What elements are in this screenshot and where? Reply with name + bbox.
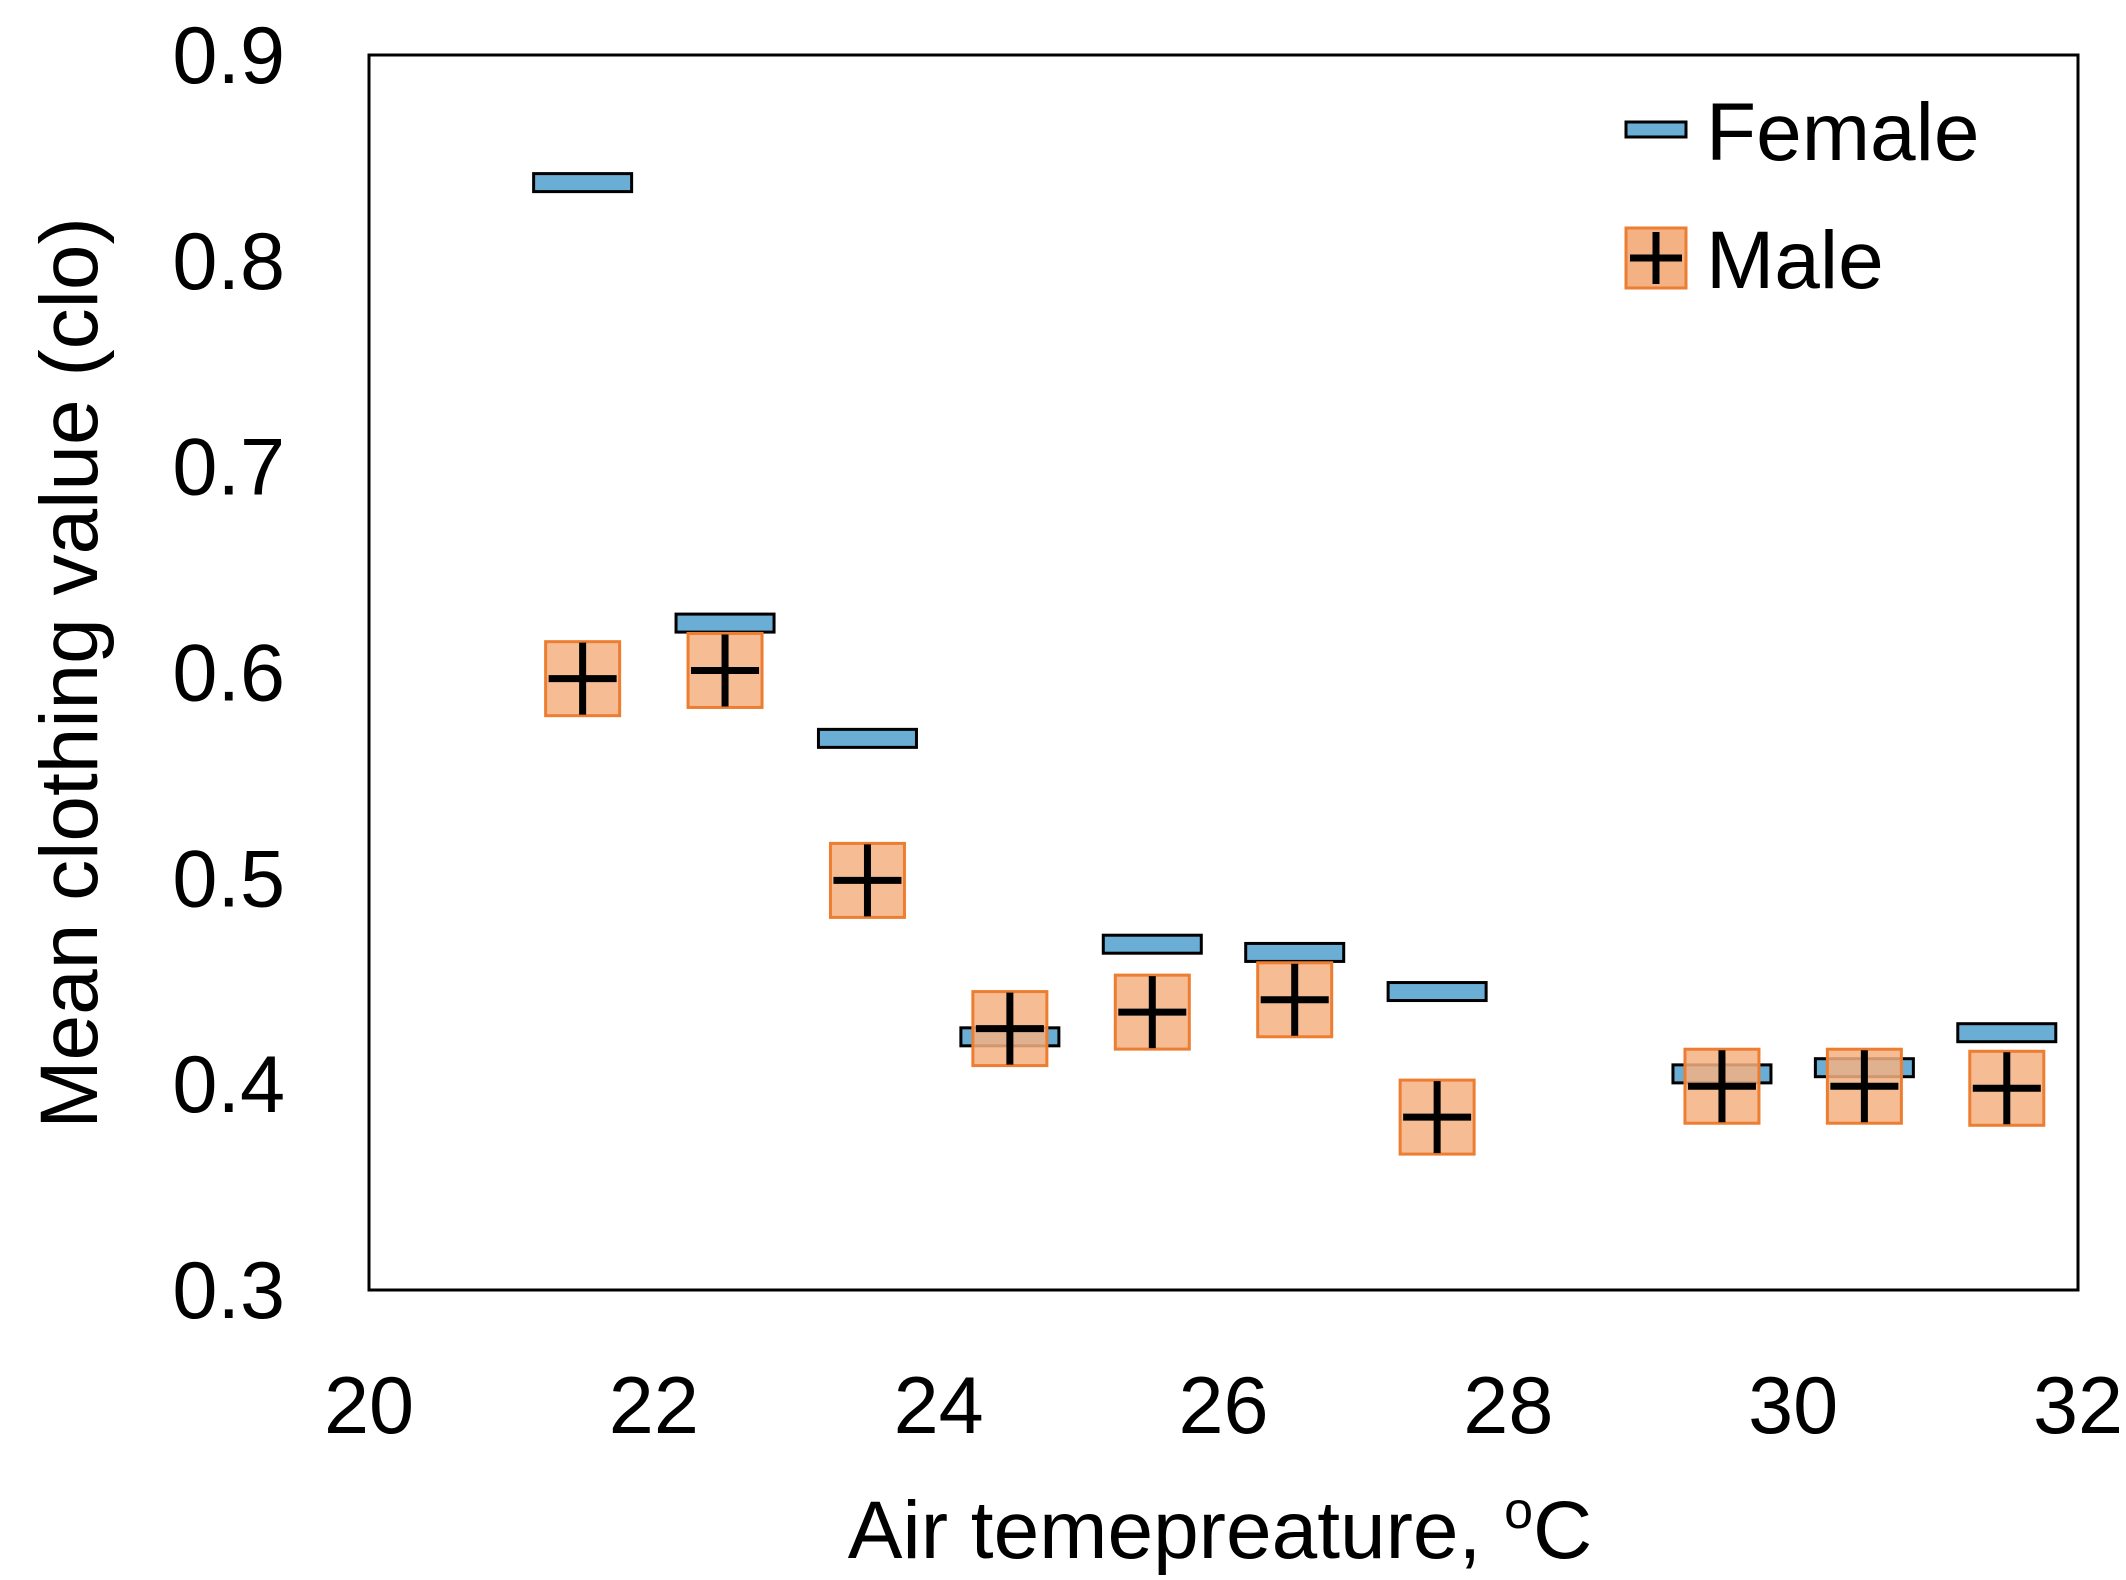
male-point <box>1968 1049 2046 1127</box>
female-point <box>1101 933 1203 955</box>
male-point <box>1256 961 1334 1039</box>
female-point <box>674 612 776 634</box>
female-point <box>816 727 918 749</box>
x-axis-title-unit: C <box>1533 1485 1592 1576</box>
legend-female-label: Female <box>1706 87 1979 178</box>
x-tick-label: 20 <box>324 1361 414 1451</box>
legend-male-label: Male <box>1706 215 1884 306</box>
female-point <box>532 172 634 194</box>
y-tick-label: 0.7 <box>172 423 285 513</box>
y-tick-label: 0.4 <box>172 1040 285 1130</box>
x-tick-label: 22 <box>609 1361 699 1451</box>
x-tick-label: 26 <box>1178 1361 1268 1451</box>
female-point <box>1386 981 1488 1003</box>
male-point <box>1113 973 1191 1051</box>
male-point <box>1825 1047 1903 1125</box>
legend: Female Male <box>1624 87 1979 306</box>
legend-female-marker <box>1624 120 1688 139</box>
male-point <box>544 640 622 718</box>
y-tick-label: 0.9 <box>172 11 285 101</box>
x-axis-title: Air temepreature, oC <box>848 1482 1592 1576</box>
x-axis-tick-labels: 20 22 24 26 28 30 32 <box>324 1361 2123 1451</box>
x-tick-label: 24 <box>894 1361 984 1451</box>
y-tick-label: 0.8 <box>172 217 285 307</box>
y-axis-title: Mean clothing value (clo) <box>24 217 115 1129</box>
male-point <box>828 841 906 919</box>
y-tick-label: 0.5 <box>172 834 285 924</box>
female-point <box>1956 1022 2058 1044</box>
plot-area-frame <box>367 53 2080 1292</box>
x-tick-label: 32 <box>2033 1361 2123 1451</box>
male-point <box>1683 1047 1761 1125</box>
x-axis-title-text: Air temepreature, <box>848 1485 1504 1576</box>
male-point <box>686 631 764 709</box>
male-point <box>1398 1078 1476 1156</box>
x-tick-label: 30 <box>1748 1361 1838 1451</box>
y-tick-label: 0.3 <box>172 1246 285 1336</box>
female-point <box>1244 941 1346 963</box>
y-tick-label: 0.6 <box>172 629 285 719</box>
y-axis-tick-labels: 0.3 0.4 0.5 0.6 0.7 0.8 0.9 <box>172 11 285 1336</box>
x-axis-title-superscript: o <box>1504 1482 1533 1540</box>
male-series <box>544 631 2046 1156</box>
male-point <box>971 990 1049 1068</box>
legend-male-marker <box>1624 226 1688 290</box>
x-tick-label: 28 <box>1463 1361 1553 1451</box>
